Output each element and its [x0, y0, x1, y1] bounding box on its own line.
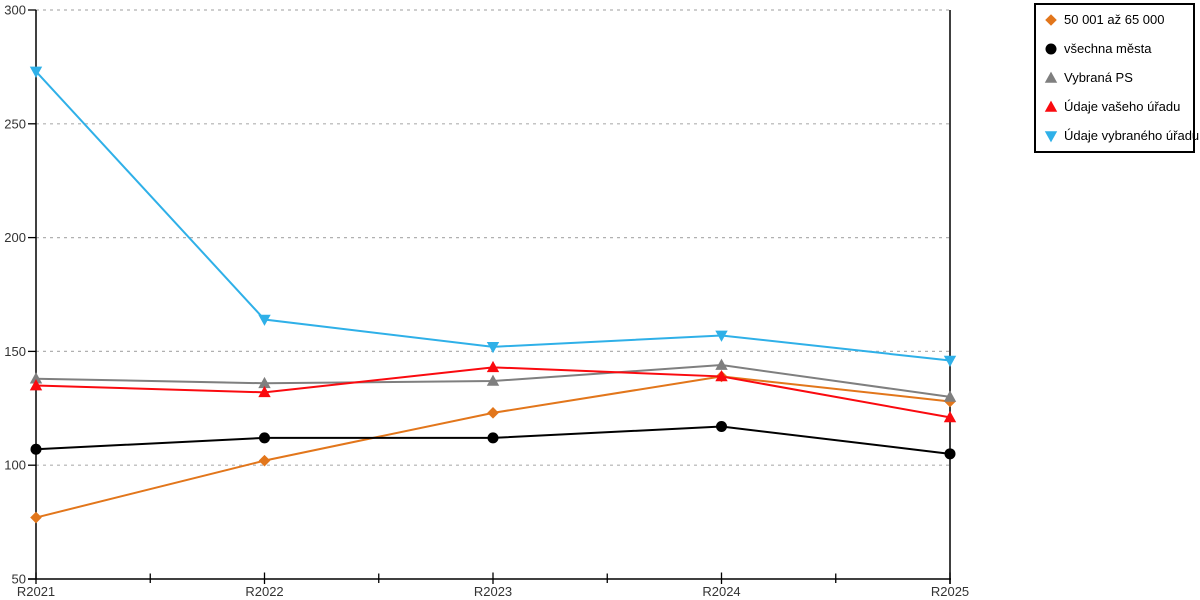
diamond-marker-icon: [487, 407, 499, 419]
circle-marker-icon: [944, 448, 956, 460]
triangle-down-marker-icon: [1044, 131, 1058, 143]
y-tick-label: 50: [12, 572, 26, 587]
diamond-marker-icon: [1045, 14, 1057, 26]
legend-item: Údaje vašeho úřadu: [1043, 99, 1190, 115]
triangle-up-marker-icon: [258, 385, 271, 398]
triangle-up-marker-icon: [29, 379, 43, 391]
triangle-up-marker-icon: [486, 360, 500, 373]
triangle-up-marker-icon: [486, 374, 500, 386]
circle-marker-icon: [716, 421, 727, 433]
series-line: [35, 70, 951, 362]
triangle-down-marker-icon: [715, 330, 728, 342]
series-1: [30, 421, 956, 460]
circle-marker-icon: [487, 432, 499, 444]
series-line: [35, 375, 951, 519]
triangle-down-marker-icon: [29, 66, 43, 78]
y-tick-label: 300: [4, 3, 26, 18]
legend-item: 50 001 až 65 000: [1043, 12, 1190, 28]
x-tick-label: R2022: [245, 584, 283, 599]
series-2: [29, 358, 957, 402]
legend-triangle-up-icon: [1044, 71, 1058, 83]
legend-diamond-icon: [1045, 14, 1057, 26]
legend-item: Údaje vybraného úřadu: [1043, 128, 1199, 144]
series-0: [30, 370, 956, 524]
x-tick-label: R2025: [931, 584, 969, 599]
legend-circle-icon: [1045, 43, 1057, 55]
legend-label: všechna města: [1064, 41, 1152, 56]
legend-label: Údaje vybraného úřadu: [1064, 128, 1200, 143]
circle-marker-icon: [1045, 43, 1057, 55]
triangle-up-marker-icon: [715, 370, 728, 382]
triangle-up-marker-icon: [1044, 71, 1058, 83]
triangle-up-marker-icon: [943, 411, 957, 423]
legend-triangle-down-icon: [1044, 131, 1058, 143]
chart-legend: 50 001 až 65 000 všechna města Vybraná PS Ú…: [1034, 3, 1199, 153]
triangle-up-marker-icon: [943, 390, 957, 402]
triangle-up-marker-icon: [1044, 100, 1058, 112]
triangle-up-marker-icon: [29, 372, 43, 384]
y-tick-label: 200: [4, 230, 26, 245]
diamond-marker-icon: [30, 511, 42, 524]
series-4: [29, 66, 957, 367]
triangle-up-marker-icon: [715, 358, 728, 370]
x-tick-label: R2023: [474, 584, 512, 599]
x-tick-label: R2021: [17, 584, 55, 599]
legend-label: Vybraná PS: [1064, 70, 1133, 85]
triangle-down-marker-icon: [258, 314, 271, 326]
y-tick-label: 250: [4, 116, 26, 131]
legend-item: všechna města: [1043, 41, 1190, 57]
y-tick-label: 150: [4, 344, 26, 359]
legend-label: Údaje vašeho úřadu: [1064, 99, 1181, 114]
series-3: [29, 360, 957, 423]
x-tick-label: R2024: [702, 584, 740, 599]
y-tick-label: 100: [4, 458, 26, 473]
triangle-down-marker-icon: [943, 355, 957, 367]
diamond-marker-icon: [258, 454, 271, 467]
legend-triangle-up-icon: [1044, 100, 1058, 112]
legend-label: 50 001 až 65 000: [1064, 12, 1165, 27]
triangle-up-marker-icon: [258, 376, 271, 389]
circle-marker-icon: [30, 443, 42, 455]
legend-item: Vybraná PS: [1043, 70, 1190, 86]
circle-marker-icon: [259, 432, 270, 444]
triangle-down-marker-icon: [486, 342, 500, 354]
